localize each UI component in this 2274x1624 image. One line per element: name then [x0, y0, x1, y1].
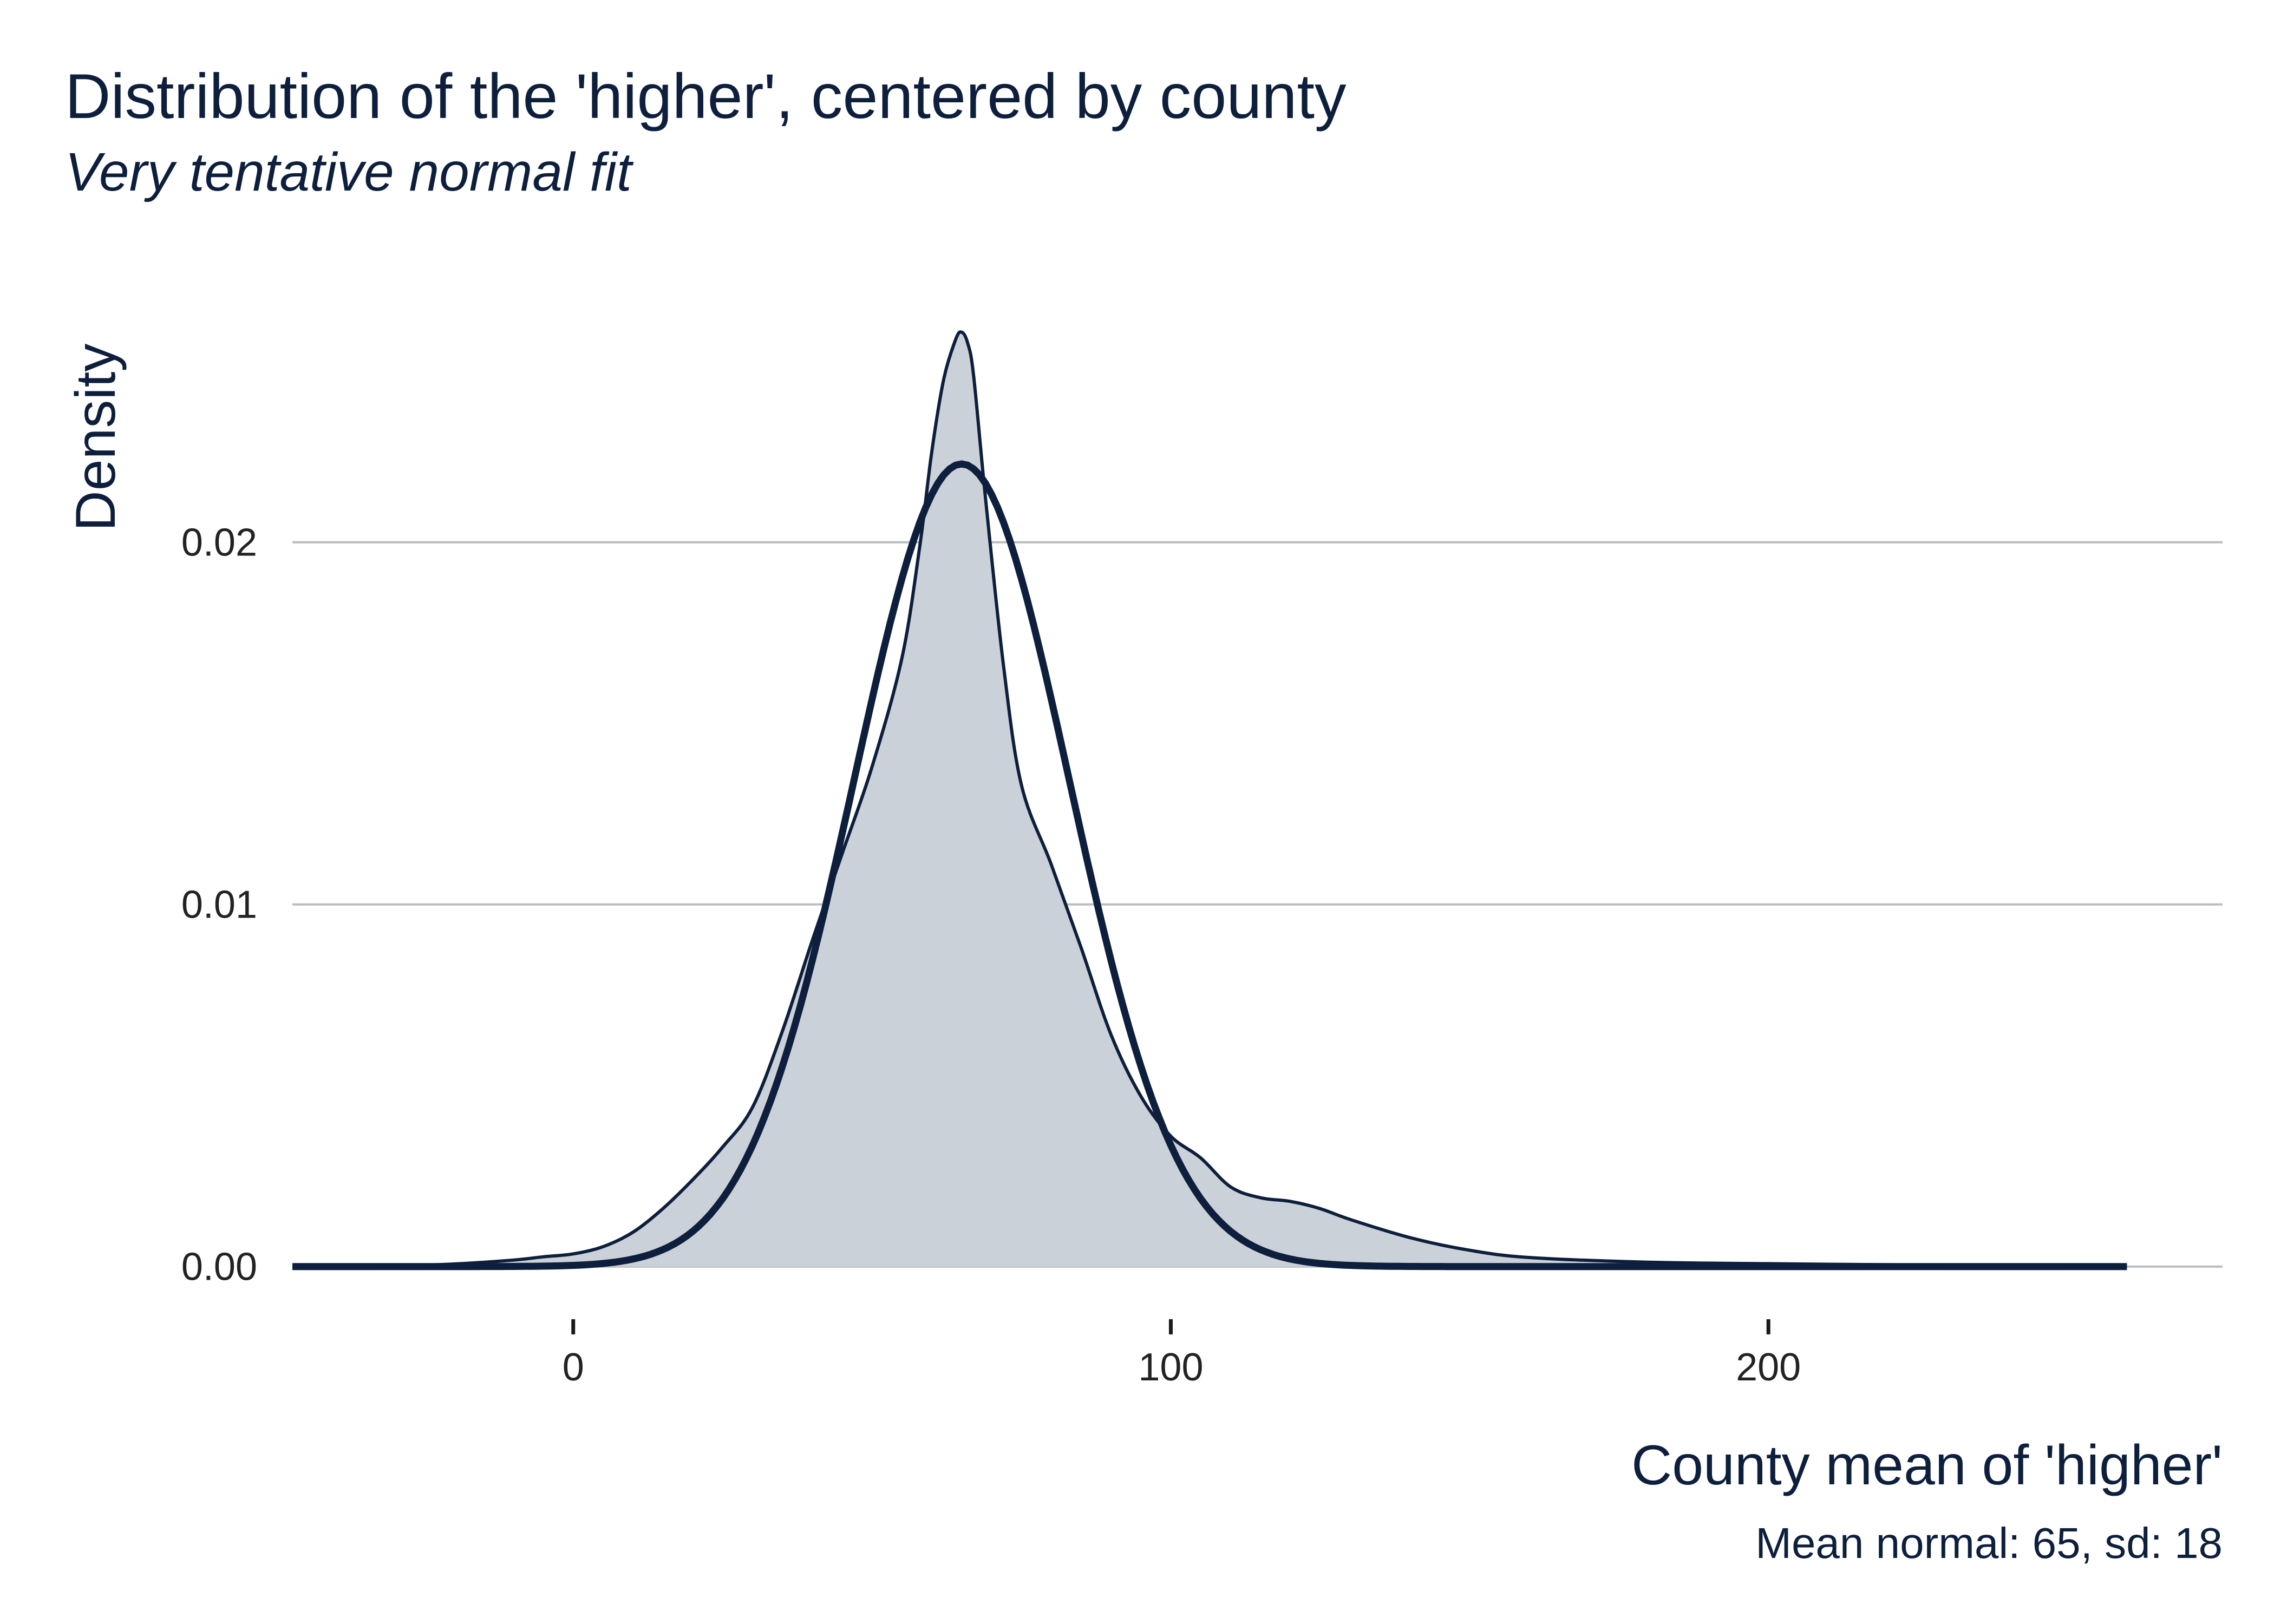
chart-subtitle: Very tentative normal fit: [65, 142, 634, 202]
chart-caption: Mean normal: 65, sd: 18: [1755, 1519, 2223, 1567]
density-line: [292, 330, 2127, 1268]
x-tick-label-2: 200: [1736, 1346, 1801, 1389]
normal-fit-line: [292, 460, 2127, 1271]
x-tick-label-1: 100: [1138, 1346, 1203, 1389]
x-tick-label-0: 0: [563, 1346, 584, 1389]
y-tick-label-0: 0.00: [181, 1246, 257, 1289]
y-tick-label-2: 0.02: [181, 521, 257, 565]
y-axis-title: Density: [64, 344, 127, 532]
y-tick-label-1: 0.01: [181, 883, 257, 927]
x-axis-title: County mean of 'higher': [1631, 1434, 2223, 1497]
gridlines: [292, 541, 2223, 1268]
density-area: [292, 332, 2127, 1267]
y-axis-tick-labels: 0.00 0.01 0.02: [181, 521, 257, 1289]
x-axis-ticks: 0 100 200: [563, 1319, 1801, 1389]
chart-title: Distribution of the 'higher', centered b…: [65, 61, 1347, 132]
plot-area: [292, 330, 2127, 1271]
